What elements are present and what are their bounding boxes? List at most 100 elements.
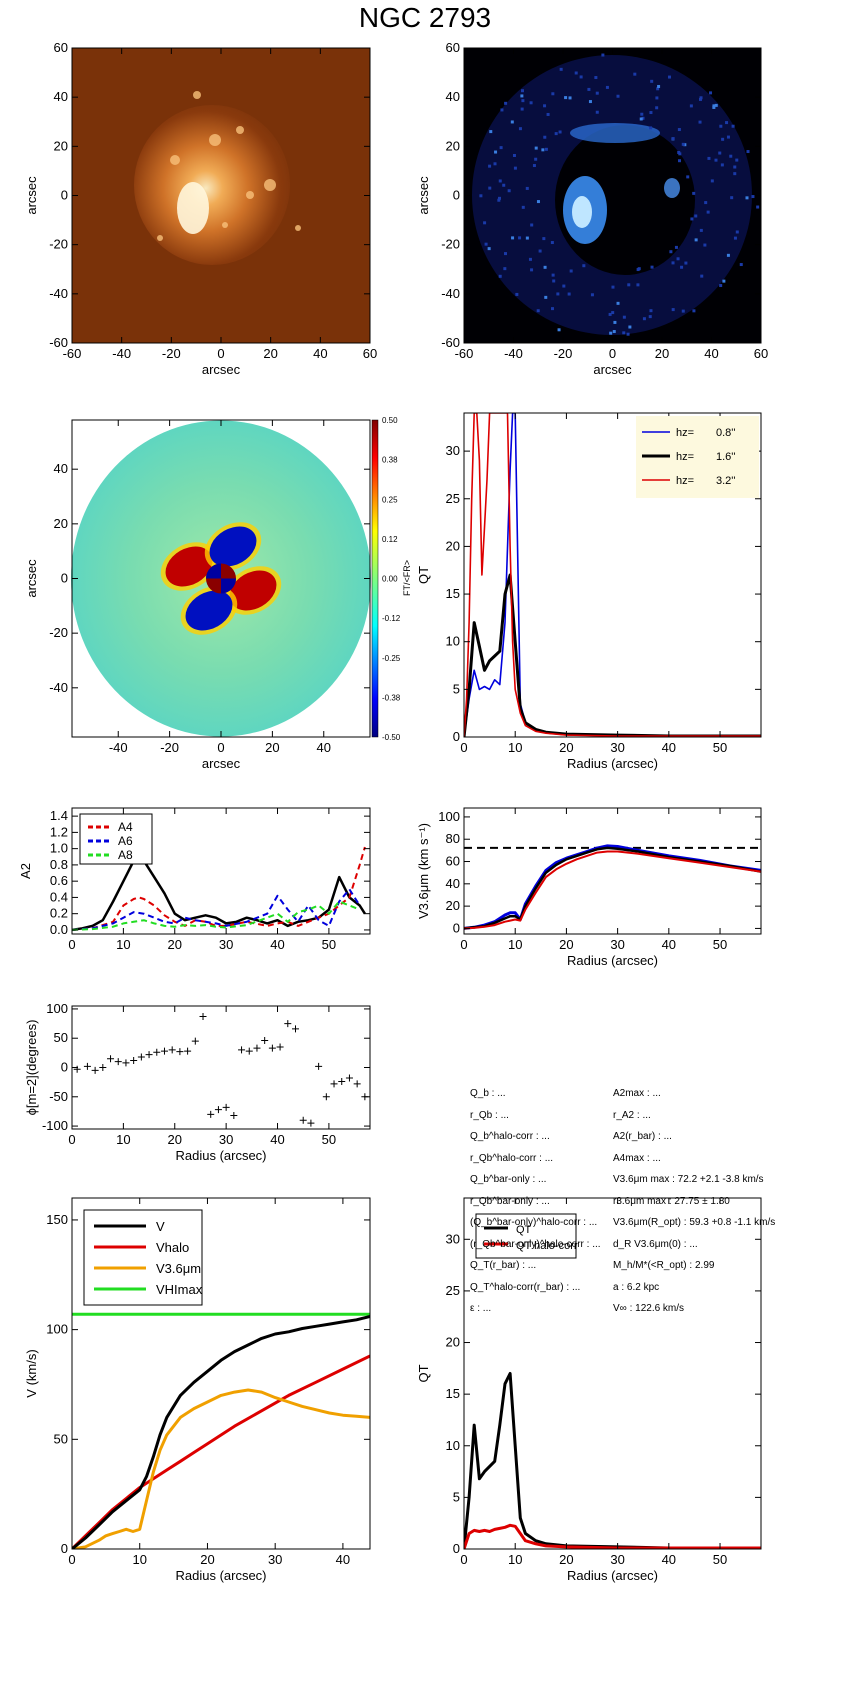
noise-pixel: [746, 150, 750, 154]
noise-pixel: [667, 75, 671, 79]
petal: [165, 546, 213, 587]
noise-pixel: [574, 71, 578, 75]
parameter-row: A2(r_bar) : ...: [613, 1131, 672, 1142]
series-line: [464, 413, 761, 737]
y-tick-label: 100: [438, 809, 460, 824]
parameter-row: r_Qb^halo-corr : ...: [470, 1152, 554, 1164]
noise-pixel: [622, 315, 626, 319]
blue-arc: [570, 123, 660, 143]
decomposition-legend: V Vhalo V3.6μm VHImax: [83, 1209, 203, 1306]
blue-knot: [664, 178, 680, 198]
x-tick-label: 10: [116, 937, 130, 952]
noise-pixel: [692, 191, 696, 195]
x-tick-label: 0: [217, 346, 224, 361]
y-tick-label: 60: [446, 40, 460, 55]
qt-legend: hz= 0.8'' hz= 1.6'' hz= 3.2'': [636, 416, 759, 498]
legend-value: 3.2'': [716, 475, 736, 487]
noise-pixel: [608, 312, 612, 316]
force_map-axes: -40 -20 0 20 40 -40 -20 0 20 40 arcsec arcsec: [24, 419, 371, 771]
colorbar-tick-label: 0.12: [382, 535, 398, 544]
phase-point: [168, 1046, 176, 1054]
noise-pixel: [512, 154, 516, 158]
y-tick-label: 25: [446, 491, 460, 506]
y-tick-label: 60: [54, 40, 68, 55]
qt_profiles-frame: [463, 412, 762, 738]
legend-label: VHImax: [156, 1282, 203, 1297]
noise-pixel: [487, 247, 491, 251]
noise-pixel: [698, 120, 702, 124]
noise-pixel: [722, 279, 726, 283]
noise-pixel: [719, 284, 723, 288]
fourier_amplitudes-frame: [71, 807, 371, 935]
x-tick-label: 50: [322, 937, 336, 952]
x-axis-label: arcsec: [593, 362, 632, 377]
noise-pixel: [511, 236, 515, 240]
noise-pixel: [612, 330, 616, 334]
noise-pixel: [611, 285, 615, 289]
noise-pixel: [680, 265, 684, 269]
colorbar-tick-label: -0.12: [382, 614, 401, 623]
noise-pixel: [494, 150, 498, 154]
noise-pixel: [745, 196, 749, 200]
phase-point: [191, 1037, 199, 1045]
x-axis-label: Radius (arcsec): [175, 1568, 266, 1583]
y-tick-label: 0: [453, 1541, 460, 1556]
x-tick-label: 50: [322, 1132, 336, 1147]
parameter-row: Q_T(r_bar) : ...: [470, 1260, 537, 1271]
x-tick-label: 0: [68, 1552, 75, 1567]
y-tick-label: -40: [49, 680, 68, 695]
phase-point: [137, 1053, 145, 1061]
noise-pixel: [525, 236, 529, 240]
parameter-table: Q_b : ... r_Qb : ... Q_b^halo-corr : ... r_…: [470, 1088, 845, 1328]
phase-point: [114, 1058, 122, 1066]
parameter-row: M_h/M*(<R_opt) : 2.99: [613, 1260, 715, 1271]
noise-pixel: [554, 132, 558, 136]
y-tick-label: 0: [61, 1060, 68, 1075]
phase-point: [307, 1119, 315, 1127]
phase-points: [73, 1013, 369, 1127]
noise-pixel: [725, 121, 729, 125]
noise-pixel: [559, 67, 563, 71]
y-tick-label: 10: [446, 1438, 460, 1453]
noise-pixel: [513, 166, 517, 170]
y-tick-label: 100: [46, 1001, 68, 1016]
noise-pixel: [518, 236, 522, 240]
noise-pixel: [649, 111, 653, 115]
noise-pixel: [588, 100, 592, 104]
x-tick-label: 50: [713, 740, 727, 755]
noise-pixel: [733, 172, 737, 176]
noise-pixel: [714, 103, 718, 107]
parameter-row: r_A2 : ...: [613, 1109, 651, 1121]
x-tick-label: -60: [63, 346, 82, 361]
core-quadrant: [206, 563, 221, 579]
x-tick-label: -60: [455, 346, 474, 361]
legend-label: Vhalo: [156, 1240, 189, 1255]
y-tick-label: 0.0: [50, 922, 68, 937]
noise-pixel: [534, 146, 538, 150]
series-line: [72, 1315, 370, 1549]
colorbar-tick-label: -0.25: [382, 654, 401, 663]
noise-pixel: [699, 96, 703, 100]
legend-label: QT: [516, 1224, 532, 1236]
noise-pixel: [552, 279, 556, 283]
phase-axes: 0 10 20 30 40 50 -100 -50 0 50 100 Radius (arcsec) ϕ…: [24, 1001, 371, 1163]
noise-pixel: [712, 105, 716, 109]
series-line: [464, 1372, 761, 1549]
x-tick-label: 20: [200, 1552, 214, 1567]
noise-pixel: [726, 253, 730, 257]
noise-pixel: [520, 89, 524, 93]
noise-pixel: [528, 257, 532, 261]
noise-pixel: [497, 198, 501, 202]
y-tick-label: -20: [49, 625, 68, 640]
legend-label: A6: [118, 834, 133, 848]
legend-label: V3.6μm: [156, 1261, 201, 1276]
noise-pixel: [503, 267, 507, 271]
series-line: [464, 850, 761, 930]
phase-point: [230, 1112, 238, 1120]
x-tick-label: 0: [217, 740, 224, 755]
y-tick-label: 5: [453, 681, 460, 696]
noise-pixel: [550, 307, 554, 311]
x-tick-label: 0: [609, 346, 616, 361]
y-tick-label: -60: [49, 335, 68, 350]
